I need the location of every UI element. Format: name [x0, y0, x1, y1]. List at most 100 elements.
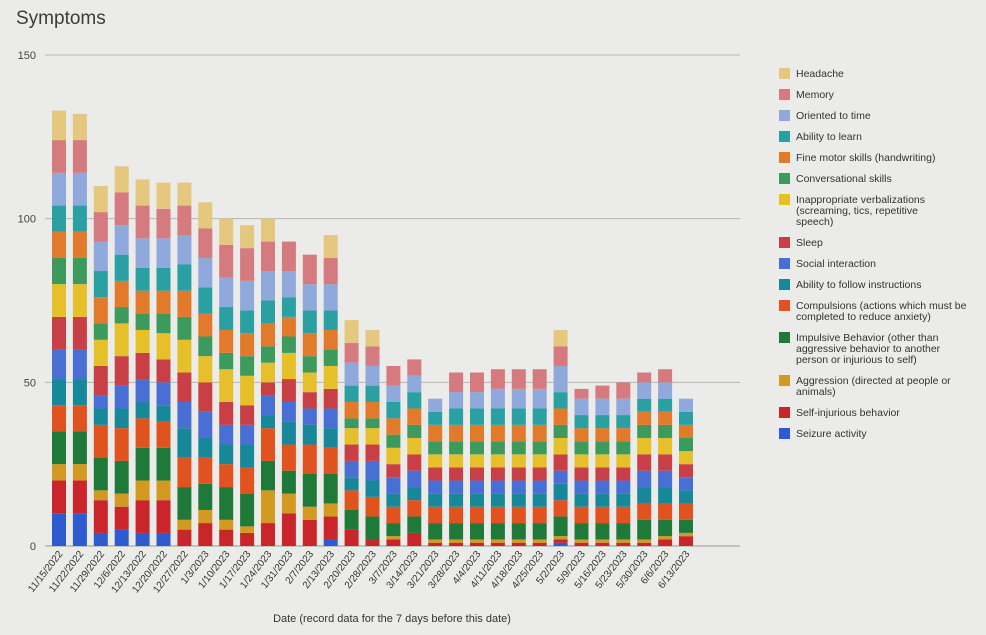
bar-segment [365, 346, 380, 366]
bar-segment [553, 437, 568, 455]
bar-stack [449, 372, 464, 546]
bar-segment [616, 398, 631, 416]
bar-segment [470, 392, 484, 409]
bar-segment [323, 349, 338, 366]
bar-segment [156, 480, 171, 501]
bar-segment [637, 542, 652, 546]
bar-segment [470, 441, 484, 455]
bar-segment [511, 467, 526, 481]
bar-segment [658, 536, 673, 540]
bar-stack [72, 113, 87, 546]
bar-segment [365, 428, 380, 445]
bar-segment [365, 385, 380, 402]
legend-label: Ability to learn [796, 131, 862, 143]
legend-swatch [779, 110, 790, 121]
legend-label: Impulsive Behavior (other than aggressive… [796, 332, 941, 366]
bar-segment [177, 205, 192, 236]
bar-segment [281, 271, 296, 298]
bar-segment [219, 329, 234, 353]
bar-segment [470, 372, 484, 393]
bar-segment [177, 290, 192, 317]
bar-segment [72, 513, 87, 546]
bar-segment [156, 421, 171, 448]
bar-stack [658, 369, 673, 546]
legend-swatch [779, 258, 790, 269]
bar-segment [511, 523, 526, 540]
bar-segment [323, 388, 338, 409]
y-tick-label: 50 [24, 377, 36, 389]
bar-segment [637, 437, 652, 455]
bar-segment [156, 532, 171, 546]
bar-segment [281, 493, 296, 514]
bar-segment [574, 480, 589, 494]
bar-segment [595, 428, 610, 442]
bar-segment [177, 372, 192, 402]
bar-segment [323, 235, 338, 258]
bar-segment [135, 480, 150, 501]
bar-segment [323, 284, 338, 311]
bar-segment [616, 454, 631, 468]
bar-segment [344, 343, 359, 363]
bar-segment [658, 411, 673, 425]
legend-label: Ability to follow instructions [796, 279, 921, 291]
bar-segment [177, 457, 192, 488]
bar-segment [302, 310, 317, 334]
bar-segment [72, 284, 87, 317]
bar-segment [616, 480, 631, 494]
legend-item: Inappropriate verbalizations (screaming, … [779, 194, 925, 228]
bar-segment [281, 444, 296, 471]
legend-item: Impulsive Behavior (other than aggressive… [779, 332, 941, 366]
bar-segment [616, 539, 631, 543]
bar-segment [679, 490, 693, 504]
bar-segment [365, 539, 380, 546]
bar-segment [490, 424, 505, 442]
bar-segment [93, 457, 108, 491]
bar-segment [156, 182, 171, 209]
bar-segment [428, 493, 443, 507]
bar-segment [449, 480, 464, 494]
bar-segment [365, 516, 380, 540]
bar-segment [490, 523, 505, 540]
bar-segment [637, 519, 652, 540]
legend-item: Aggression (directed at people or animals… [779, 375, 951, 398]
bar-stack [323, 235, 338, 546]
bar-segment [198, 509, 213, 524]
bar-segment [490, 506, 505, 524]
bar-segment [323, 408, 338, 429]
bar-segment [637, 470, 652, 488]
bar-segment [637, 372, 652, 383]
legend-item: Sleep [779, 237, 823, 249]
bar-segment [574, 542, 589, 546]
bar-segment [114, 323, 129, 357]
bar-segment [177, 235, 192, 265]
bar-segment [281, 379, 296, 402]
bar-segment [449, 441, 464, 455]
bar-segment [114, 166, 129, 193]
bar-stack [365, 329, 380, 546]
bar-segment [240, 375, 255, 406]
bar-stack [616, 382, 631, 546]
bar-segment [595, 493, 610, 507]
bar-segment [261, 395, 275, 416]
bar-segment [553, 536, 568, 540]
bar-segment [114, 408, 129, 429]
legend-item: Social interaction [779, 258, 876, 270]
bar-segment [323, 310, 338, 330]
bar-stack [261, 218, 275, 546]
bar-segment [281, 316, 296, 337]
bar-segment [72, 231, 87, 258]
bar-segment [114, 506, 129, 530]
bar-segment [574, 539, 589, 543]
bar-segment [490, 454, 505, 468]
bar-segment [553, 365, 568, 393]
bar-segment [93, 271, 108, 298]
bar-segment [93, 339, 108, 366]
bar-segment [302, 473, 317, 507]
bar-segment [532, 480, 547, 494]
bar-segment [616, 467, 631, 481]
bar-segment [219, 424, 234, 445]
bar-stack [679, 398, 693, 546]
bar-segment [156, 313, 171, 334]
bar-segment [240, 356, 255, 376]
bar-segment [386, 418, 401, 435]
